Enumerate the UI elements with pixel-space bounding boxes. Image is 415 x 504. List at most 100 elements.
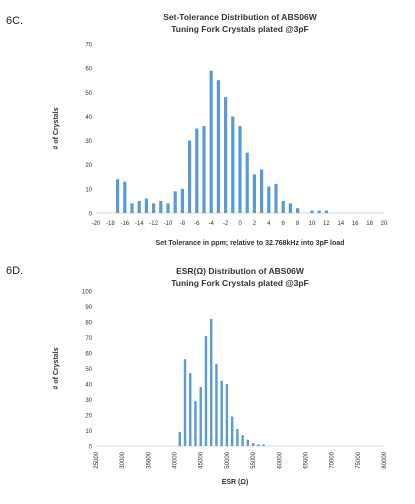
chart1-x-tick-label: 6 xyxy=(282,221,286,227)
chart1-x-tick-label: 16 xyxy=(352,221,359,227)
chart2-x-tick-label: 65000 xyxy=(303,451,309,468)
chart1-bar xyxy=(245,152,249,213)
chart1-bar xyxy=(116,179,120,213)
chart2-bar xyxy=(241,435,244,446)
chart1-bar xyxy=(209,70,213,213)
chart2-x-tick-label: 60000 xyxy=(277,451,283,468)
chart1-y-tick-label: 0 xyxy=(89,212,93,218)
chart2-bar xyxy=(189,373,192,446)
chart1-bar xyxy=(231,116,235,213)
chart1-bar xyxy=(288,203,292,213)
chart2-y-tick-label: 80 xyxy=(85,321,92,327)
chart2-x-tick-label: 55000 xyxy=(251,451,257,468)
chart2-x-tick-label: 35000 xyxy=(146,451,152,468)
chart2-x-axis-label: ESR (Ω) xyxy=(222,479,249,486)
chart1-bar xyxy=(310,210,314,213)
chart1-bar xyxy=(260,169,264,213)
chart1-title: Set-Tolerance Distribution of ABS06W xyxy=(163,12,317,22)
chart1-x-tick-label: 10 xyxy=(309,221,316,227)
chart2-bar xyxy=(183,359,187,446)
chart2-y-axis-label: # of Crystals xyxy=(53,347,60,389)
chart1-x-axis-label: Set Tolerance in ppm; relative to 32.768… xyxy=(156,240,345,247)
chart1-bar xyxy=(188,140,192,213)
chart1-bar xyxy=(144,198,148,213)
chart1-bar xyxy=(123,181,127,213)
chart1-bar xyxy=(224,97,228,213)
chart1-bar xyxy=(137,200,141,213)
chart2-x-tick-label: 70000 xyxy=(330,451,336,468)
chart1-bar xyxy=(195,128,199,213)
chart2-y-tick-label: 100 xyxy=(82,290,93,296)
chart2-y-tick-label: 70 xyxy=(85,336,92,342)
chart1-bar xyxy=(202,126,206,213)
chart1-y-tick-label: 60 xyxy=(85,67,92,73)
chart2-y-tick-label: 10 xyxy=(85,429,92,435)
chart2-bar xyxy=(262,444,265,446)
chart1-x-tick-label: 18 xyxy=(366,221,373,227)
chart2-x-tick-label: 25000 xyxy=(94,451,100,468)
chart1-bar xyxy=(296,208,300,213)
chart2-title: ESR(Ω) Distribution of ABS06W xyxy=(176,266,305,276)
chart2-y-tick-label: 20 xyxy=(85,414,92,420)
chart1-x-tick-label: -4 xyxy=(209,221,215,227)
chart2-y-tick-label: 0 xyxy=(89,445,93,451)
chart2-y-tick-label: 60 xyxy=(85,352,92,358)
chart1-bar xyxy=(130,203,134,213)
chart1-x-tick-label: 2 xyxy=(253,221,257,227)
chart2-x-tick-label: 40000 xyxy=(173,451,179,468)
chart2-bar xyxy=(236,428,239,446)
chart1-bar xyxy=(267,186,271,213)
chart1-x-tick-label: 20 xyxy=(381,221,388,227)
chart1-x-tick-label: 4 xyxy=(267,221,271,227)
chart2-x-tick-label: 30000 xyxy=(120,451,126,468)
chart2-bar xyxy=(246,439,250,446)
chart1-y-tick-label: 50 xyxy=(85,91,92,97)
chart1-x-tick-label: -14 xyxy=(135,221,144,227)
chart1-bar xyxy=(166,203,170,213)
chart2-bar xyxy=(210,318,213,446)
chart1-x-tick-label: -20 xyxy=(92,221,101,227)
chart1-y-tick-label: 20 xyxy=(85,163,92,169)
chart1-x-tick-label: -18 xyxy=(106,221,115,227)
chart1-x-tick-label: 0 xyxy=(238,221,242,227)
chart1-bar xyxy=(173,191,177,213)
chart1-bar xyxy=(238,126,242,213)
chart1-y-tick-label: 30 xyxy=(85,139,92,145)
chart1-bar xyxy=(152,203,156,213)
chart1-y-axis-label: # of Crystals xyxy=(53,107,60,149)
chart2-subtitle: Tuning Fork Crystals plated @3pF xyxy=(171,278,309,288)
chart2-x-tick-label: 75000 xyxy=(356,451,362,468)
chart1-y-tick-label: 70 xyxy=(85,43,92,49)
chart2-x-tick-label: 50000 xyxy=(225,451,231,468)
chart1-bar xyxy=(317,210,321,213)
chart2-bar xyxy=(220,380,223,446)
chart1-y-tick-label: 10 xyxy=(85,187,92,193)
chart1-bar xyxy=(281,200,285,213)
chart2-bar xyxy=(230,416,234,446)
chart1-x-tick-label: -8 xyxy=(180,221,186,227)
chart1-bar xyxy=(159,200,163,213)
chart1-x-tick-label: 12 xyxy=(323,221,330,227)
chart2-bar xyxy=(251,442,255,446)
chart2-bar xyxy=(257,444,260,446)
chart2-y-tick-label: 40 xyxy=(85,383,92,389)
chart2-y-tick-label: 50 xyxy=(85,367,92,373)
chart1-bar xyxy=(180,188,184,213)
chart1-bar xyxy=(216,80,220,213)
panel-label-6d: 6D. xyxy=(6,265,24,277)
chart2-y-tick-label: 30 xyxy=(85,398,92,404)
chart2-x-tick-label: 80000 xyxy=(382,451,388,468)
chart1-x-tick-label: -16 xyxy=(120,221,129,227)
chart1-bar xyxy=(274,184,278,213)
chart1-bar xyxy=(252,174,256,213)
chart2-bar xyxy=(194,401,197,446)
chart1-y-tick-label: 40 xyxy=(85,115,92,121)
chart1-x-tick-label: -6 xyxy=(194,221,200,227)
chart2-bar xyxy=(215,363,218,446)
chart2-bar xyxy=(204,335,208,446)
chart2-y-tick-label: 90 xyxy=(85,305,92,311)
chart1-x-tick-label: 14 xyxy=(337,221,344,227)
chart2-x-tick-label: 45000 xyxy=(199,451,205,468)
chart1-bar xyxy=(324,210,328,213)
